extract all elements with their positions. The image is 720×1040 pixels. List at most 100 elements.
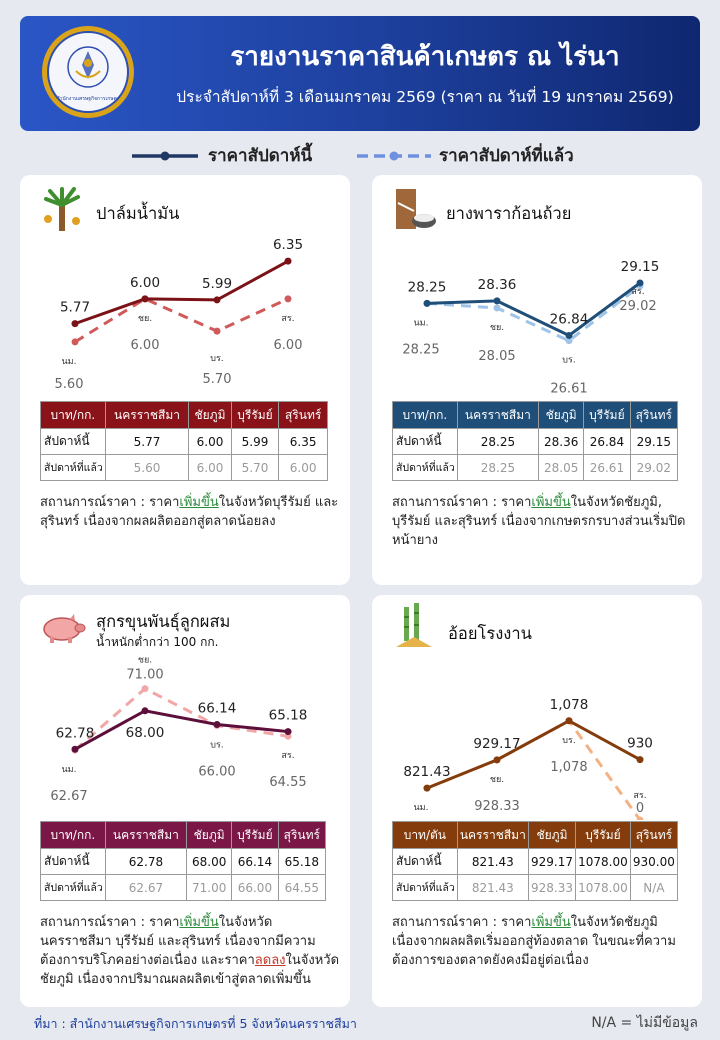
status-up-word: เพิ่มขึ้น	[179, 495, 219, 510]
current-data-label: 29.15	[621, 259, 660, 275]
row-label-last-week: สัปดาห์ที่แล้ว	[392, 454, 458, 481]
previous-point	[493, 304, 501, 312]
series-previous-line	[426, 284, 641, 343]
current-point	[423, 299, 431, 307]
province-abbr-label: สร.	[281, 314, 294, 324]
table-header-province: สุรินทร์	[278, 401, 328, 429]
series-current-line	[74, 709, 289, 751]
previous-data-label: 28.25	[402, 342, 439, 357]
table-header-province: ชัยภูมิ	[527, 821, 577, 849]
table-cell-current: 68.00	[186, 848, 233, 875]
status-up-word: เพิ่มขึ้น	[531, 495, 571, 510]
table-header-province: สุรินทร์	[277, 821, 327, 849]
row-label-last-week: สัปดาห์ที่แล้ว	[40, 454, 106, 481]
card-title: ยางพาราก้อนถ้วย	[446, 204, 572, 223]
previous-point	[213, 327, 221, 335]
series-previous-line	[74, 297, 289, 344]
card-palm-oil: ปาล์มน้ำมัน 5.77 6.00 5.99 6.35 นม. 5.60 ชย. 6.…	[20, 175, 350, 585]
previous-data-label: 5.60	[55, 377, 84, 392]
table-cell-previous: 71.00	[186, 874, 233, 901]
legend-previous: ราคาสัปดาห์ที่แล้ว	[355, 142, 574, 169]
table-header-province: นครราชสีมา	[104, 401, 190, 429]
card-title: สุกรขุนพันธุ์ลูกผสม	[96, 612, 231, 631]
card-subtitle: น้ำหนักต่ำกว่า 100 กก.	[96, 635, 219, 649]
status-up-word: เพิ่มขึ้น	[531, 915, 571, 930]
status-down-word: ลดลง	[254, 953, 286, 968]
table-cell-current: 930.00	[629, 848, 679, 875]
report-header: สำนักงานเศรษฐกิจการเกษตร รายงานราคาสินค้…	[20, 16, 700, 131]
previous-point	[565, 337, 573, 345]
previous-data-label: 5.70	[203, 372, 232, 387]
current-point	[493, 756, 501, 764]
price-status: สถานการณ์ราคา : ราคาเพิ่มขึ้นในจังหวัดชั…	[392, 915, 676, 968]
status-up-word: เพิ่มขึ้น	[179, 915, 219, 930]
previous-point	[284, 295, 292, 303]
previous-data-label: 66.00	[198, 765, 235, 780]
card-pig: สุกรขุนพันธุ์ลูกผสม น้ำหนักต่ำกว่า 100 ก…	[20, 595, 350, 1007]
current-point	[213, 720, 221, 728]
current-data-label: 28.36	[478, 277, 517, 293]
price-status: สถานการณ์ราคา : ราคาเพิ่มขึ้นในจังหวัดนค…	[40, 915, 340, 987]
price-table: บาท/ตัน นครราชสีมา ชัยภูมิ บุรีรัมย์ สุรินทร…	[392, 821, 679, 901]
current-data-label: 6.35	[273, 237, 303, 253]
province-abbr-label: บร.	[210, 741, 223, 751]
province-abbr-label: ชย.	[490, 775, 504, 785]
current-point	[71, 745, 79, 753]
table-header-province: นครราชสีมา	[456, 401, 540, 429]
table-cell-current: 5.77	[104, 428, 190, 455]
table-header-unit: บาท/กก.	[392, 401, 458, 429]
table-header-province: นครราชสีมา	[456, 821, 529, 849]
series-previous-line	[74, 686, 289, 752]
current-point	[565, 331, 573, 339]
card-rubber: ยางพาราก้อนถ้วย 28.25 28.36 26.84 29.15 นม. 2…	[372, 175, 702, 585]
emblem-icon	[67, 46, 109, 88]
table-cell-current: 65.18	[277, 848, 327, 875]
current-point	[565, 717, 573, 725]
table-header-province: บุรีรัมย์	[583, 401, 631, 429]
table-header-province: ชัยภูมิ	[188, 401, 232, 429]
price-table: บาท/กก. นครราชสีมา ชัยภูมิ บุรีรัมย์ สุรินทร…	[392, 401, 679, 481]
line-chart: 62.78 68.00 66.14 65.18 นม. 62.67 ชย. 71.00 บร. 6…	[50, 656, 307, 804]
pig-icon	[43, 614, 86, 643]
table-header-province: ชัยภูมิ	[538, 401, 585, 429]
current-data-label: 66.14	[198, 700, 237, 716]
table-cell-current: 6.00	[188, 428, 232, 455]
current-data-label: 1,078	[550, 697, 589, 713]
row-label-last-week: สัปดาห์ที่แล้ว	[40, 874, 106, 901]
current-data-label: 62.78	[56, 725, 95, 741]
source-note: ที่มา : สำนักงานเศรษฐกิจการเกษตรที่ 5 จั…	[34, 1016, 357, 1031]
table-cell-current: 821.43	[456, 848, 529, 875]
table-cell-previous: 28.05	[538, 454, 585, 481]
table-header-unit: บาท/กก.	[40, 401, 106, 429]
current-data-label: 5.99	[202, 276, 232, 292]
previous-data-label: 0	[636, 801, 644, 816]
current-point	[213, 296, 221, 304]
legend-current-label: ราคาสัปดาห์นี้	[208, 146, 313, 166]
table-cell-previous: 928.33	[527, 874, 577, 901]
current-data-label: 5.77	[60, 300, 90, 316]
table-header-unit: บาท/ตัน	[392, 821, 458, 849]
previous-point	[71, 338, 79, 346]
table-cell-previous: 66.00	[231, 874, 279, 901]
table-cell-current: 929.17	[527, 848, 577, 875]
province-abbr-label: ชย.	[138, 656, 152, 666]
price-table: บาท/กก. นครราชสีมา ชัยภูมิ บุรีรัมย์ สุรินทร…	[40, 821, 327, 901]
card-sugarcane: อ้อยโรงงาน 821.43929.171,078930นม.821.43…	[372, 595, 702, 1007]
table-cell-current: 28.36	[538, 428, 585, 455]
province-abbr-label: บร.	[562, 356, 575, 366]
current-data-label: 26.84	[550, 311, 589, 327]
current-point	[284, 728, 292, 736]
current-point	[284, 257, 292, 265]
table-header-province: สุรินทร์	[629, 401, 679, 429]
line-chart: 821.43929.171,078930นม.821.43ชย.928.33บร…	[403, 697, 653, 820]
table-cell-previous: 26.61	[583, 454, 631, 481]
current-data-label: 68.00	[126, 725, 165, 741]
row-label-this-week: สัปดาห์นี้	[40, 428, 106, 455]
province-abbr-label: นม.	[414, 318, 429, 328]
series-previous-line	[426, 718, 642, 820]
current-data-label: 930	[627, 736, 653, 752]
current-data-label: 929.17	[473, 736, 520, 752]
previous-data-label: 26.61	[550, 382, 587, 397]
previous-data-label: 6.00	[274, 338, 303, 353]
table-cell-current: 29.15	[629, 428, 679, 455]
